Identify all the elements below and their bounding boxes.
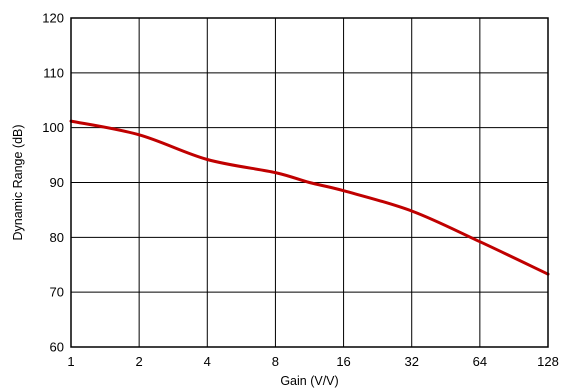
x-tick-label: 64 [473,354,487,369]
x-tick-label: 2 [136,354,143,369]
x-tick-label: 1 [67,354,74,369]
x-tick-labels: 1 2 4 8 16 32 64 128 [67,354,558,369]
y-tick-label: 90 [50,175,64,190]
y-tick-label: 120 [42,11,64,26]
x-tick-label: 8 [272,354,279,369]
y-axis-title: Dynamic Range (dB) [11,124,25,240]
y-tick-label: 100 [42,120,64,135]
y-tick-label: 80 [50,230,64,245]
plot-frame [70,17,549,348]
x-tick-label: 32 [404,354,418,369]
y-tick-label: 70 [50,285,64,300]
series-line [69,119,550,276]
x-tick-label: 128 [537,354,559,369]
y-tick-label: 110 [43,65,64,80]
y-tick-label: 60 [50,340,64,355]
y-tick-labels: 60 70 80 90 100 110 120 [42,11,64,355]
x-tick-label: 16 [336,354,350,369]
x-axis-title: Gain (V/V) [280,374,338,388]
series-group [69,119,550,276]
x-tick-label: 4 [204,354,211,369]
